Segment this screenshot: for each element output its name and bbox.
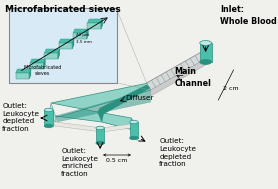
- Polygon shape: [30, 59, 45, 63]
- Polygon shape: [73, 33, 87, 39]
- Text: Outlet:
Leukocyte
enriched
fraction: Outlet: Leukocyte enriched fraction: [61, 148, 98, 177]
- Text: 0.5 cm: 0.5 cm: [106, 158, 128, 163]
- Ellipse shape: [130, 136, 138, 140]
- Polygon shape: [16, 73, 29, 79]
- Polygon shape: [72, 39, 74, 49]
- Polygon shape: [88, 19, 103, 23]
- Polygon shape: [49, 103, 55, 122]
- Polygon shape: [151, 57, 209, 96]
- Ellipse shape: [200, 41, 212, 45]
- Polygon shape: [130, 122, 138, 138]
- Text: 3.5 mm: 3.5 mm: [76, 40, 93, 44]
- Polygon shape: [59, 39, 74, 43]
- Polygon shape: [200, 43, 212, 62]
- Text: 2 cm: 2 cm: [222, 85, 238, 91]
- Polygon shape: [44, 110, 53, 126]
- Polygon shape: [59, 43, 72, 49]
- Text: Main
Channel: Main Channel: [174, 67, 211, 88]
- Polygon shape: [101, 19, 103, 29]
- Polygon shape: [16, 69, 31, 73]
- Polygon shape: [51, 83, 151, 131]
- Polygon shape: [147, 50, 209, 90]
- Text: 40 μm: 40 μm: [76, 33, 90, 37]
- Text: Inlet:
Whole Blood: Inlet: Whole Blood: [220, 5, 277, 26]
- Ellipse shape: [130, 120, 138, 124]
- Ellipse shape: [44, 124, 53, 128]
- Polygon shape: [88, 23, 101, 29]
- Ellipse shape: [44, 108, 53, 112]
- Polygon shape: [51, 116, 137, 141]
- Polygon shape: [73, 29, 88, 33]
- Polygon shape: [131, 118, 137, 137]
- Polygon shape: [44, 59, 45, 69]
- Polygon shape: [55, 90, 151, 122]
- Polygon shape: [44, 53, 58, 59]
- Text: Microfabricated sieves: Microfabricated sieves: [5, 5, 121, 14]
- Text: Outlet:
Leukocyte
depleted
fraction: Outlet: Leukocyte depleted fraction: [2, 103, 39, 132]
- Polygon shape: [44, 49, 59, 53]
- Ellipse shape: [96, 126, 104, 130]
- Polygon shape: [87, 29, 88, 39]
- Ellipse shape: [200, 60, 212, 64]
- Polygon shape: [58, 49, 59, 59]
- Polygon shape: [30, 63, 44, 69]
- FancyBboxPatch shape: [9, 8, 117, 83]
- Polygon shape: [96, 128, 104, 143]
- Polygon shape: [29, 69, 31, 79]
- Polygon shape: [98, 85, 150, 122]
- Ellipse shape: [96, 141, 104, 145]
- Text: Outlet:
Leukocyte
depleted
fraction: Outlet: Leukocyte depleted fraction: [159, 138, 196, 167]
- Text: Diffuser: Diffuser: [125, 95, 154, 101]
- Text: Microfabricated
sieves: Microfabricated sieves: [24, 65, 62, 76]
